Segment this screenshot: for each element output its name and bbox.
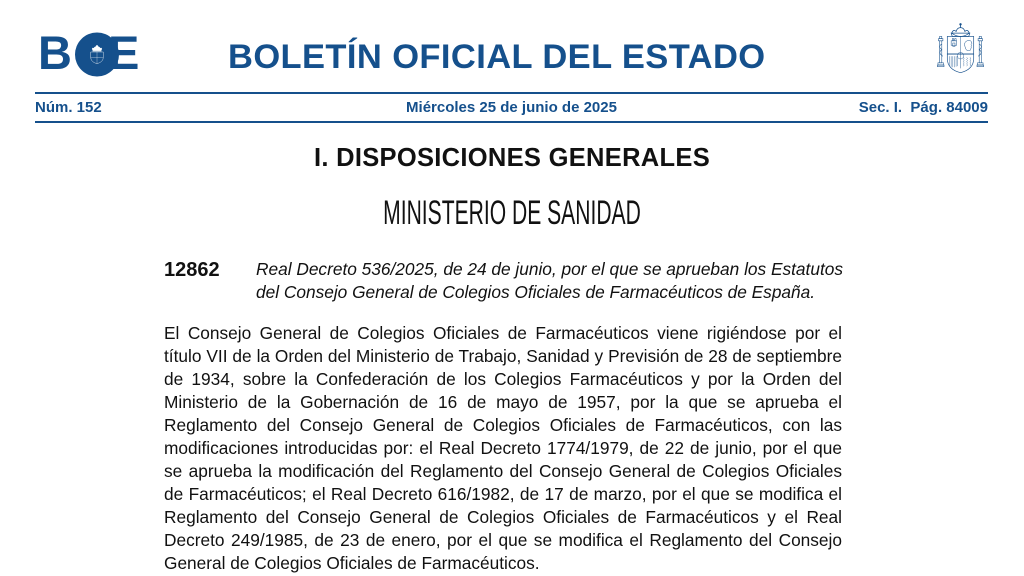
- svg-text:E: E: [108, 32, 138, 77]
- svg-text:B: B: [38, 32, 71, 77]
